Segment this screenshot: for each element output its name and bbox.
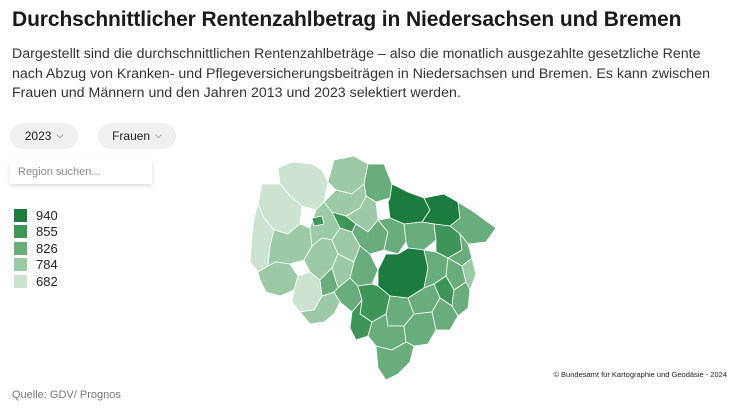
legend-swatch xyxy=(14,274,27,288)
legend-label: 682 xyxy=(36,273,58,289)
map-attribution: © Bundesamt für Kartographie und Geodäsi… xyxy=(553,370,727,379)
legend-label: 784 xyxy=(36,257,58,273)
map-region[interactable] xyxy=(375,341,415,381)
data-source: Quelle: GDV/ Prognos xyxy=(12,389,121,401)
gender-dropdown[interactable]: Frauen ⌵ xyxy=(98,123,176,149)
legend-label: 826 xyxy=(36,240,58,256)
map-legend: 940 855 826 784 682 xyxy=(14,207,58,290)
map-region[interactable] xyxy=(403,221,437,251)
legend-swatch xyxy=(14,258,27,272)
map-region[interactable] xyxy=(377,217,407,255)
year-dropdown[interactable]: 2023 ⌵ xyxy=(10,123,78,149)
legend-label: 855 xyxy=(36,224,58,240)
page-title: Durchschnittlicher Rentenzahlbetrag in N… xyxy=(12,8,682,31)
map-region[interactable] xyxy=(311,215,325,227)
legend-item: 940 xyxy=(14,207,58,224)
map-region[interactable] xyxy=(387,183,431,225)
legend-item: 826 xyxy=(14,240,58,257)
gender-dropdown-value: Frauen xyxy=(112,129,151,143)
year-dropdown-value: 2023 xyxy=(24,129,52,143)
chevron-down-icon: ⌵ xyxy=(56,129,64,140)
page-subtitle: Dargestellt sind die durchschnittlichen … xyxy=(12,46,710,101)
map-region[interactable] xyxy=(363,163,393,203)
legend-label: 940 xyxy=(36,207,58,223)
legend-swatch xyxy=(14,208,27,222)
chevron-down-icon: ⌵ xyxy=(155,129,162,140)
legend-item: 855 xyxy=(14,224,58,241)
choropleth-map xyxy=(249,155,497,381)
map-region[interactable] xyxy=(257,261,299,297)
map-region[interactable] xyxy=(461,257,477,291)
legend-swatch xyxy=(14,241,27,255)
legend-item: 682 xyxy=(14,273,58,290)
legend-swatch xyxy=(14,225,27,239)
legend-item: 784 xyxy=(14,257,58,274)
region-search-input[interactable] xyxy=(10,160,152,184)
map-region[interactable] xyxy=(319,267,339,297)
